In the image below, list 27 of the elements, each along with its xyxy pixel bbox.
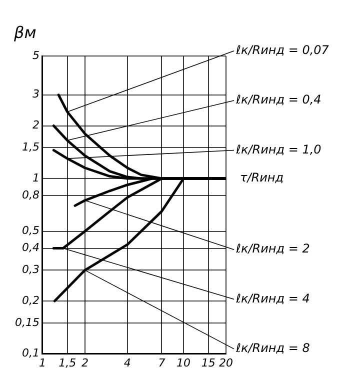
y-tick-label: 1 bbox=[32, 171, 40, 184]
x-tick-label: 20 bbox=[219, 356, 233, 370]
y-tick-label: 0,1 bbox=[22, 346, 40, 360]
y-tick-label: 2 bbox=[32, 118, 40, 132]
text: ℓк/Rинд = 4 bbox=[235, 291, 310, 306]
y-tick-label: 0,5 bbox=[22, 224, 40, 238]
text: ℓк/Rинд = 2 bbox=[235, 242, 310, 256]
text: ℓк/Rинд = 8 bbox=[235, 341, 310, 356]
y-tick-label: 5 bbox=[32, 48, 40, 62]
text: ℓк/Rинд = 0,4 bbox=[235, 92, 322, 107]
y-tick-label: 3 bbox=[32, 88, 40, 101]
y-tick-label: 0,15 bbox=[14, 316, 40, 329]
y-tick-label: 0,2 bbox=[22, 294, 40, 307]
text: ℓк/Rинд = 0,07 bbox=[235, 42, 330, 57]
x-tick-label: 4 bbox=[124, 356, 131, 370]
y-tick-label: 0,4 bbox=[22, 241, 40, 254]
x-tick-label: 10 bbox=[176, 356, 191, 370]
x-tick-label: 15 bbox=[201, 356, 216, 370]
text: ℓк/Rинд = 1,0 bbox=[235, 142, 322, 156]
x-tick-label: 7 bbox=[158, 356, 166, 370]
y-tick-label: 0,3 bbox=[22, 263, 40, 276]
x-axis-title: τ/Rинд bbox=[240, 170, 284, 185]
x-tick-label: 2 bbox=[81, 356, 88, 370]
y-tick-label: 1,5 bbox=[22, 140, 40, 154]
y-tick-label: 0,8 bbox=[22, 188, 40, 202]
x-tick-label: 1,5 bbox=[58, 356, 76, 370]
y-axis-title: βм bbox=[13, 23, 36, 42]
